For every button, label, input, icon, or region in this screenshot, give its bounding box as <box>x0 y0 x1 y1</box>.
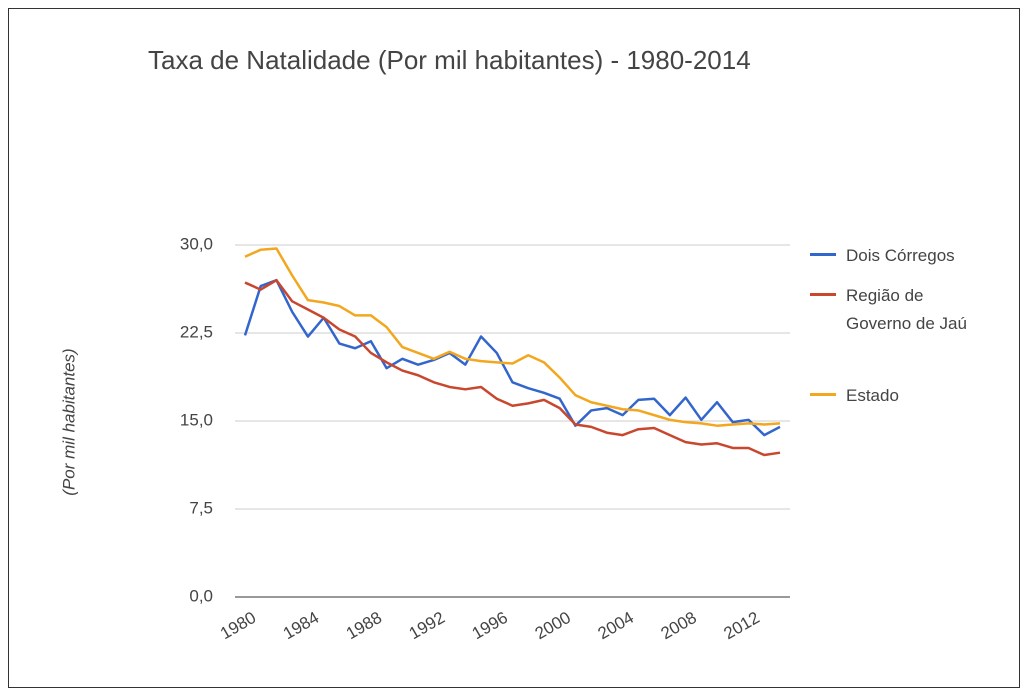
chart-title: Taxa de Natalidade (Por mil habitantes) … <box>148 45 751 75</box>
legend-item: Dois Córregos <box>810 242 1025 270</box>
x-tick-label: 2004 <box>595 608 637 643</box>
legend-swatch <box>810 293 836 296</box>
x-tick-label: 1996 <box>469 608 511 643</box>
x-tick-label: 2012 <box>721 608 763 643</box>
legend-item: Estado <box>810 382 1025 410</box>
x-tick-label: 1988 <box>343 608 385 643</box>
y-tick-label: 0,0 <box>189 586 213 605</box>
legend-swatch <box>810 393 836 396</box>
y-axis-label: (Por mil habitantes) <box>59 348 78 495</box>
x-tick-label: 2000 <box>532 608 574 643</box>
y-tick-label: 22,5 <box>180 322 213 341</box>
y-tick-label: 7,5 <box>189 498 213 517</box>
x-tick-label: 1984 <box>280 608 322 643</box>
legend-label: Dois Córregos <box>846 246 955 265</box>
x-tick-label: 1992 <box>406 608 448 643</box>
y-tick-label: 30,0 <box>180 234 213 253</box>
series-line <box>244 278 781 457</box>
legend-label: Estado <box>846 386 899 405</box>
legend-item: Região de Governo de Jaú <box>810 282 1025 338</box>
legend-swatch <box>810 253 836 256</box>
series-line <box>243 278 781 437</box>
x-tick-label: 2008 <box>658 608 700 643</box>
legend-label: Região de Governo de Jaú <box>846 286 967 333</box>
x-tick-label: 1980 <box>217 608 259 643</box>
series-line <box>244 247 781 427</box>
y-tick-label: 15,0 <box>180 410 213 429</box>
